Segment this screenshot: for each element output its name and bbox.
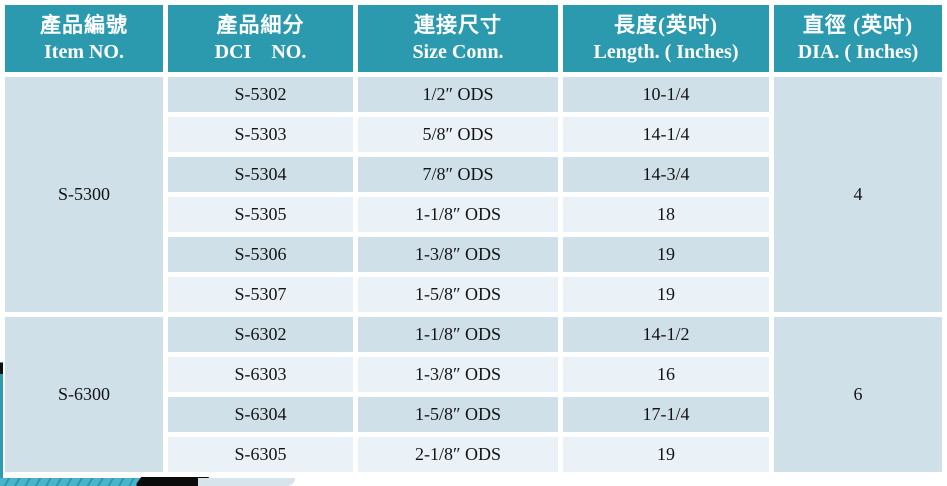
length-cell: 14-1/4 — [563, 117, 769, 152]
header-item-no: 產品編號 Item NO. — [5, 5, 163, 72]
header-item-no-zh: 產品編號 — [40, 13, 128, 37]
table-row: S-5304 7/8″ ODS 14-3/4 — [5, 157, 942, 192]
dci-no-cell: S-5304 — [168, 157, 353, 192]
size-conn-cell: 1-5/8″ ODS — [358, 277, 558, 312]
length-cell: 19 — [563, 437, 769, 472]
table-row: S-6305 2-1/8″ ODS 19 — [5, 437, 942, 472]
decor-bottom-teal-fragment — [0, 478, 148, 486]
header-dia-en: DIA. ( Inches) — [797, 41, 919, 63]
length-cell: 16 — [563, 357, 769, 392]
size-conn-cell: 1-5/8″ ODS — [358, 397, 558, 432]
header-dci-no-zh: 產品細分 — [216, 13, 305, 37]
dci-no-cell: S-5305 — [168, 197, 353, 232]
table-row: S-5306 1-3/8″ ODS 19 — [5, 237, 942, 272]
size-conn-cell: 7/8″ ODS — [358, 157, 558, 192]
dci-no-cell: S-5302 — [168, 77, 353, 112]
size-conn-cell: 2-1/8″ ODS — [358, 437, 558, 472]
header-dci-no-en: DCI NO. — [214, 41, 307, 63]
size-conn-cell: 5/8″ ODS — [358, 117, 558, 152]
size-conn-cell: 1-3/8″ ODS — [358, 237, 558, 272]
length-cell: 14-3/4 — [563, 157, 769, 192]
dci-no-cell: S-6304 — [168, 397, 353, 432]
length-cell: 17-1/4 — [563, 397, 769, 432]
header-dci-no: 產品細分 DCI NO. — [168, 5, 353, 72]
header-size-conn-zh: 連接尺寸 — [414, 13, 502, 37]
table-row: S-5300 S-5302 1/2″ ODS 10-1/4 4 — [5, 77, 942, 312]
item-no-group-cell: S-5300 — [5, 77, 163, 312]
table-row: S-5305 1-1/8″ ODS 18 — [5, 197, 942, 232]
header-length-en: Length. ( Inches) — [593, 41, 739, 63]
dci-no-cell: S-5306 — [168, 237, 353, 272]
size-conn-cell: 1-3/8″ ODS — [358, 357, 558, 392]
decor-left-black-fragment — [0, 363, 3, 374]
table-row: S-5307 1-5/8″ ODS 19 — [5, 277, 942, 312]
length-cell: 10-1/4 — [563, 77, 769, 112]
dci-no-cell: S-5307 — [168, 277, 353, 312]
header-item-no-en: Item NO. — [44, 41, 124, 63]
table-row: S-6303 1-3/8″ ODS 16 — [5, 357, 942, 392]
size-conn-cell: 1/2″ ODS — [358, 77, 558, 112]
dia-group-cell: 6 — [774, 317, 942, 472]
length-cell: 19 — [563, 237, 769, 272]
dia-group-cell: 4 — [774, 77, 942, 312]
item-no-group-cell: S-6300 — [5, 317, 163, 472]
dci-no-cell: S-5303 — [168, 117, 353, 152]
size-conn-cell: 1-1/8″ ODS — [358, 317, 558, 352]
header-dia: 直徑 (英吋) DIA. ( Inches) — [774, 5, 942, 72]
header-row: 產品編號 Item NO. 產品細分 DCI NO. 連接尺寸 Size Con… — [5, 5, 942, 72]
header-length: 長度(英吋) Length. ( Inches) — [563, 5, 769, 72]
decor-left-edge-fragment — [0, 362, 3, 486]
header-dia-zh: 直徑 (英吋) — [802, 13, 914, 37]
dci-no-cell: S-6303 — [168, 357, 353, 392]
spec-table-body: S-5300 S-5302 1/2″ ODS 10-1/4 4 S-5303 5/8″ OD… — [5, 77, 942, 472]
header-size-conn-en: Size Conn. — [412, 41, 504, 63]
length-cell: 18 — [563, 197, 769, 232]
dci-no-cell: S-6305 — [168, 437, 353, 472]
header-length-zh: 長度(英吋) — [614, 13, 718, 37]
header-size-conn: 連接尺寸 Size Conn. — [358, 5, 558, 72]
length-cell: 19 — [563, 277, 769, 312]
length-cell: 14-1/2 — [563, 317, 769, 352]
table-row: S-6304 1-5/8″ ODS 17-1/4 — [5, 397, 942, 432]
decor-bottom-light-fragment — [198, 478, 295, 486]
size-conn-cell: 1-1/8″ ODS — [358, 197, 558, 232]
table-row: S-5303 5/8″ ODS 14-1/4 — [5, 117, 942, 152]
dci-no-cell: S-6302 — [168, 317, 353, 352]
table-row: S-6300 S-6302 1-1/8″ ODS 14-1/2 6 — [5, 317, 942, 472]
